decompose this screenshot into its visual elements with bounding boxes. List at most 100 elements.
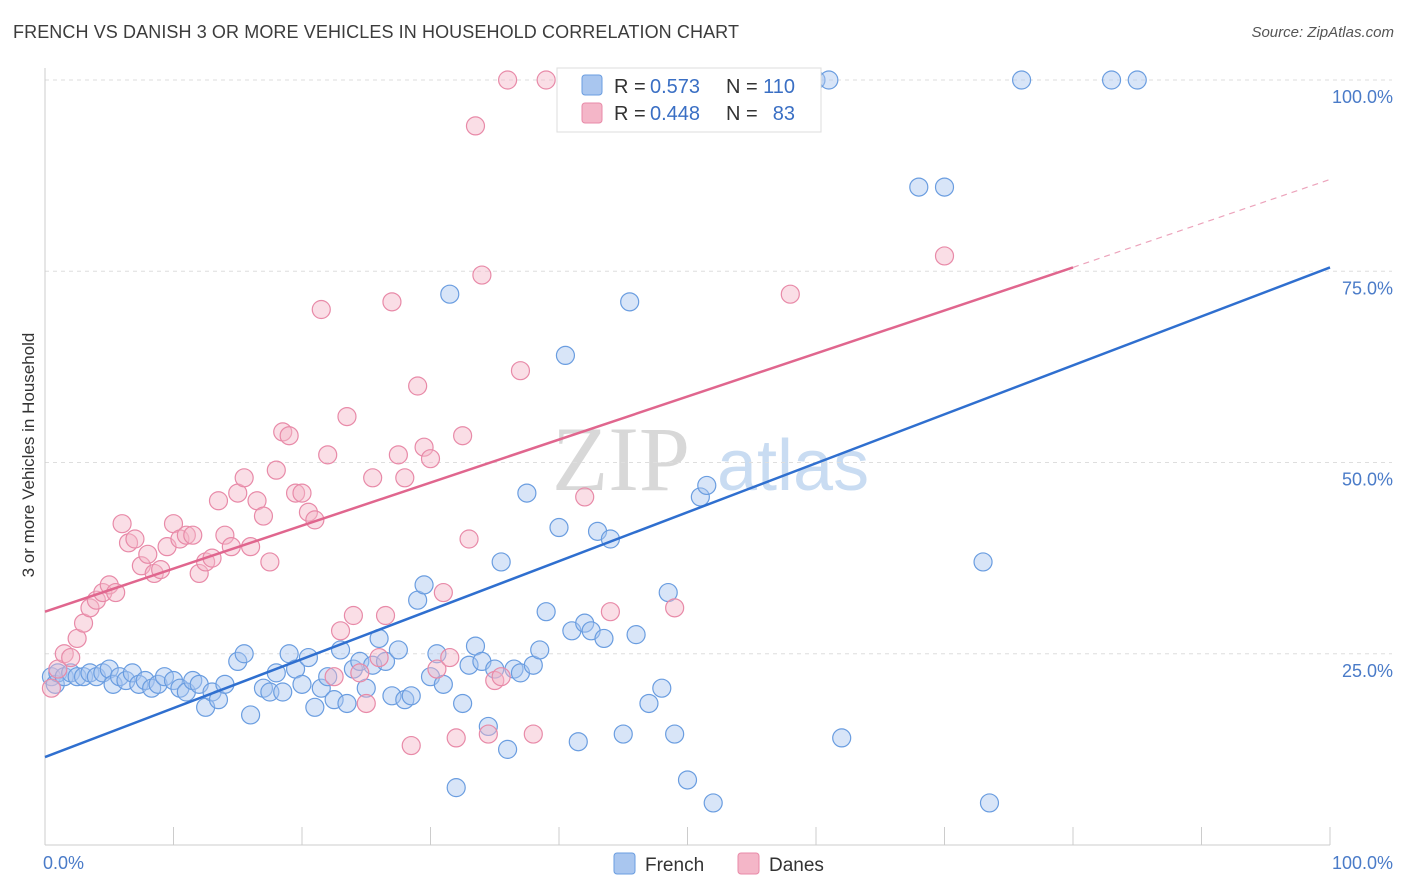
danes-point-70 [491,667,511,687]
danes-point-68 [478,724,498,744]
y-tick-label-1: 50.0% [1342,470,1393,490]
legend-french-swatch [581,74,603,96]
danes-point-64 [453,426,473,446]
french-point-10 [99,659,119,679]
danes-point-10 [106,582,126,603]
danes-point-43 [318,445,338,465]
y-tick-label-0: 25.0% [1342,661,1393,681]
french-point-38 [292,674,312,694]
danes-trend-extension [1072,178,1331,268]
legend-french-n-value: 110 [763,76,795,98]
legend-danes-swatch [581,102,603,124]
danes-point-58 [414,437,434,457]
french-trend-line [44,266,1331,759]
danes-point-52 [375,605,396,626]
french-point-104 [934,177,955,197]
danes-point-35 [266,460,286,480]
legend-danes-r-value: 0.448 [650,103,700,125]
legend-danes-n-value: 83 [773,103,795,125]
french-point-86 [613,724,633,744]
french-point-35 [273,682,293,702]
danes-point-46 [337,407,357,427]
french-point-45 [337,693,357,714]
french-point-57 [414,575,434,595]
french-point-109 [1127,70,1147,90]
french-point-18 [148,674,168,694]
danes-point-13 [125,529,145,549]
danes-point-56 [401,735,421,756]
french-point-80 [568,732,588,752]
french-point-108 [1101,70,1122,90]
french-point-31 [241,705,261,725]
danes-point-49 [356,693,376,714]
bottom-legend-french-swatch [613,852,636,875]
french-point-47 [350,651,370,672]
danes-point-27 [215,525,235,545]
french-point-75 [530,640,550,660]
danes-point-33 [253,506,274,526]
danes-point-62 [440,647,460,668]
bottom-legend-danes-swatch [737,852,760,875]
danes-point-40 [298,502,319,522]
danes-point-41 [305,510,325,530]
french-point-11 [103,674,123,694]
danes-point-37 [279,426,299,446]
danes-point-81 [934,246,955,266]
french-point-55 [401,686,421,706]
french-point-41 [311,678,331,698]
y-tick-labels: 25.0% 50.0% 75.0% 100.0% [1332,87,1393,681]
chart-title: FRENCH VS DANISH 3 OR MORE VEHICLES IN H… [13,22,740,42]
french-point-40 [305,697,325,717]
grid-lines [45,79,1392,655]
danes-point-30 [234,468,254,488]
bottom-legend-danes: Danes [769,855,824,876]
french-points [41,70,1147,813]
danes-point-42 [311,299,331,320]
french-point-70 [498,739,518,759]
danes-point-51 [369,647,389,668]
danes-point-39 [292,483,312,503]
french-point-69 [491,552,511,572]
danes-point-65 [459,529,479,549]
danes-point-34 [260,552,280,572]
french-point-53 [388,640,408,660]
danes-point-3 [61,647,81,668]
y-tick-label-2: 75.0% [1342,278,1393,298]
french-point-106 [979,793,1000,813]
danes-point-50 [363,468,383,488]
french-point-84 [594,628,614,649]
french-point-78 [555,345,576,365]
danes-point-47 [343,605,363,626]
danes-point-67 [472,265,492,285]
x-tick-max: 100.0% [1332,853,1393,873]
french-point-62 [446,778,466,798]
french-point-92 [665,724,685,744]
french-point-43 [324,690,344,710]
source-label: Source: ZipAtlas.com [1251,24,1394,41]
danes-point-23 [189,563,209,584]
danes-point-15 [138,544,158,564]
french-point-90 [652,678,672,698]
french-point-93 [677,770,698,790]
french-point-96 [697,475,717,496]
french-point-101 [819,70,839,90]
french-point-68 [485,659,505,679]
danes-point-60 [427,659,447,679]
french-point-107 [1011,70,1032,90]
danes-point-72 [510,361,531,381]
y-axis-label: 3 or more Vehicles in Household [19,333,38,578]
danes-point-76 [600,602,621,622]
danes-point-63 [446,728,466,748]
danes-point-75 [575,487,595,507]
danes-point-57 [408,376,428,396]
danes-point-80 [780,284,800,304]
axes [44,68,1331,846]
french-point-30 [234,644,254,664]
danes-point-26 [208,491,229,511]
french-point-42 [318,667,338,687]
french-point-61 [440,284,460,304]
danes-point-53 [382,292,402,312]
french-point-77 [549,517,569,538]
danes-point-0 [41,678,62,698]
